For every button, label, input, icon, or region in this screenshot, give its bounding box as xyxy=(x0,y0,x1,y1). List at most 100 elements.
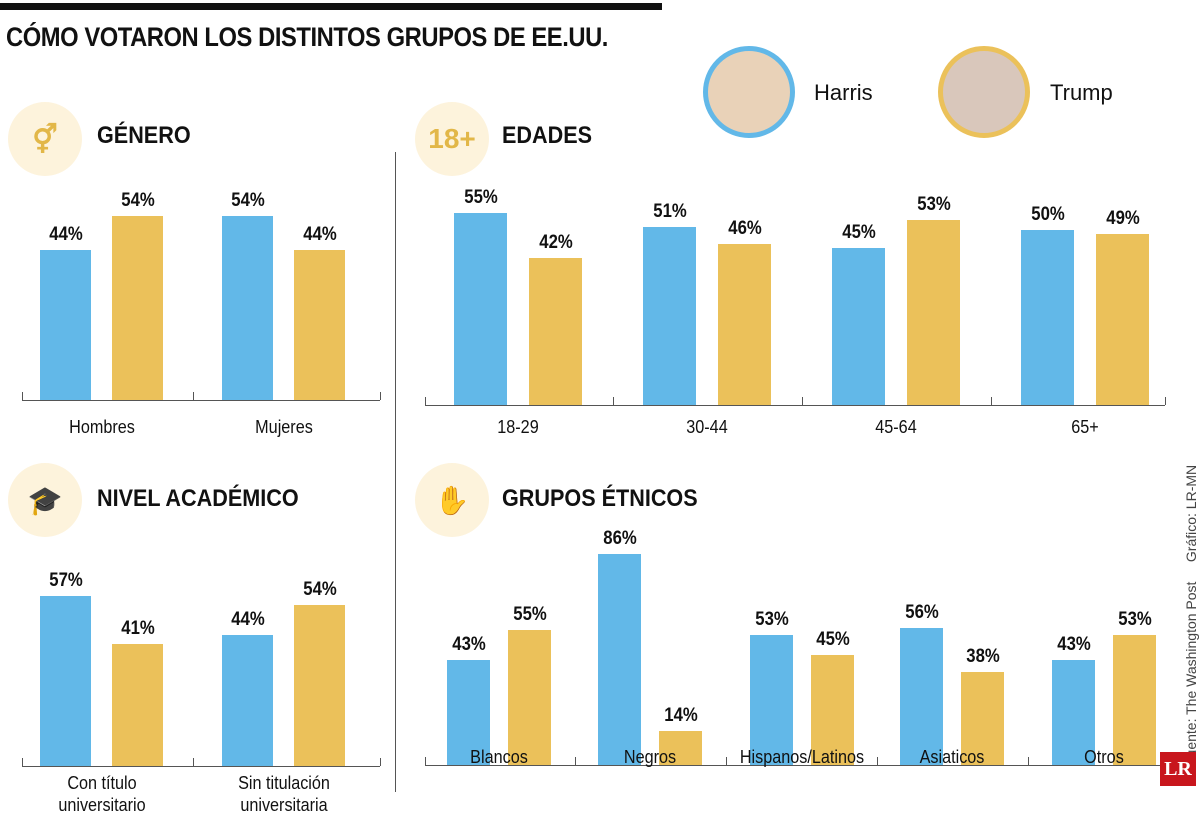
data-label: 43% xyxy=(1056,633,1091,655)
axis-tick xyxy=(380,758,381,766)
x-axis xyxy=(22,766,380,767)
bar-harris xyxy=(832,247,885,405)
bar-trump xyxy=(294,250,345,400)
bar-trump xyxy=(907,219,960,405)
section-title: NIVEL ACADÉMICO xyxy=(97,485,299,512)
axis-tick xyxy=(425,397,426,405)
category-label: Sin titulación universitaria xyxy=(237,773,330,815)
credits: Fuente: The Washington Post Gráfico: LR-… xyxy=(1183,465,1199,766)
section-title: GÉNERO xyxy=(97,122,191,149)
bar-trump xyxy=(508,630,551,765)
x-axis xyxy=(22,400,380,401)
category-label: Con título universitario xyxy=(57,773,146,815)
category-label: 18-29 xyxy=(497,417,539,437)
data-label: 56% xyxy=(904,601,939,623)
bar-trump xyxy=(294,605,345,766)
axis-tick xyxy=(22,758,23,766)
bar-harris xyxy=(454,212,507,405)
data-label: 38% xyxy=(965,645,1000,667)
data-label: 46% xyxy=(727,218,762,239)
section-title: EDADES xyxy=(502,122,593,149)
category-label: Hispanos/Latinos xyxy=(739,747,865,767)
legend-trump-label: Trump xyxy=(1050,80,1113,105)
category-label: Otros xyxy=(1084,747,1124,767)
category-label: Hombres xyxy=(68,417,135,437)
axis-tick xyxy=(380,392,381,400)
bar-harris xyxy=(40,596,91,766)
data-label: 45% xyxy=(841,221,876,243)
data-label: 43% xyxy=(451,633,486,655)
axis-tick xyxy=(1028,757,1029,765)
axis-tick xyxy=(192,758,194,766)
divider xyxy=(395,152,396,792)
x-axis xyxy=(425,765,1165,766)
data-label: 44% xyxy=(230,608,265,630)
source-text: Fuente: The Washington Post xyxy=(1183,581,1199,766)
x-axis xyxy=(425,405,1165,406)
axis-tick xyxy=(801,397,803,405)
category-label: 30-44 xyxy=(686,417,728,437)
axis-tick xyxy=(22,392,23,400)
axis-tick xyxy=(192,392,194,400)
data-label: 53% xyxy=(754,609,789,631)
axis-tick xyxy=(574,757,576,765)
bar-harris xyxy=(40,250,91,400)
data-label: 50% xyxy=(1030,204,1065,225)
legend-trump xyxy=(938,46,1030,138)
age-18-plus-icon: 18+ xyxy=(415,102,489,176)
data-label: 54% xyxy=(120,190,155,212)
section-title: GRUPOS ÉTNICOS xyxy=(502,485,698,512)
data-label: 55% xyxy=(463,186,498,208)
bar-trump xyxy=(112,643,163,766)
data-label: 54% xyxy=(230,190,265,212)
bar-trump xyxy=(811,654,854,765)
bar-harris xyxy=(222,634,273,766)
bar-harris xyxy=(643,226,696,405)
category-label: Asiaticos xyxy=(919,747,985,767)
data-label: 42% xyxy=(538,232,573,253)
data-label: 14% xyxy=(663,704,698,726)
category-label: Mujeres xyxy=(254,417,313,437)
data-label: 55% xyxy=(512,604,547,626)
data-label: 44% xyxy=(302,224,337,246)
category-label: 65+ xyxy=(1071,417,1099,437)
legend-harris xyxy=(703,46,795,138)
data-label: 49% xyxy=(1105,207,1140,229)
axis-tick xyxy=(990,397,992,405)
bar-trump xyxy=(718,244,771,405)
bar-trump xyxy=(1096,233,1149,405)
ethnic-groups-icon: ✋ xyxy=(415,463,489,537)
bar-harris xyxy=(1052,659,1095,765)
data-label: 45% xyxy=(815,628,850,650)
data-label: 41% xyxy=(120,617,155,639)
data-label: 51% xyxy=(652,200,687,222)
axis-tick xyxy=(425,757,426,765)
legend-harris-label: Harris xyxy=(814,80,873,105)
bar-harris xyxy=(598,554,641,765)
data-label: 86% xyxy=(602,528,637,550)
data-label: 53% xyxy=(916,193,951,215)
graphic-credit: Gráfico: LR-MN xyxy=(1183,464,1199,563)
lr-logo: LR xyxy=(1160,752,1196,786)
bar-trump xyxy=(961,671,1004,765)
data-label: 53% xyxy=(1117,609,1152,631)
data-label: 54% xyxy=(302,579,337,601)
bar-harris xyxy=(900,627,943,765)
axis-tick xyxy=(726,757,727,765)
category-label: Negros xyxy=(623,747,677,767)
bar-trump xyxy=(659,730,702,765)
harris-avatar xyxy=(703,46,795,138)
bar-trump xyxy=(1113,635,1156,765)
bar-harris xyxy=(750,635,793,765)
bar-harris xyxy=(222,216,273,400)
gender-icon: ⚥ xyxy=(8,102,82,176)
data-label: 57% xyxy=(48,570,83,592)
category-label: Blancos xyxy=(470,747,528,767)
data-label: 44% xyxy=(48,224,83,246)
page-title: CÓMO VOTARON LOS DISTINTOS GRUPOS DE EE.… xyxy=(6,22,608,52)
axis-tick xyxy=(612,397,614,405)
bar-harris xyxy=(447,659,490,765)
axis-tick xyxy=(877,757,878,765)
bar-harris xyxy=(1021,230,1074,405)
category-label: 45-64 xyxy=(875,417,917,437)
